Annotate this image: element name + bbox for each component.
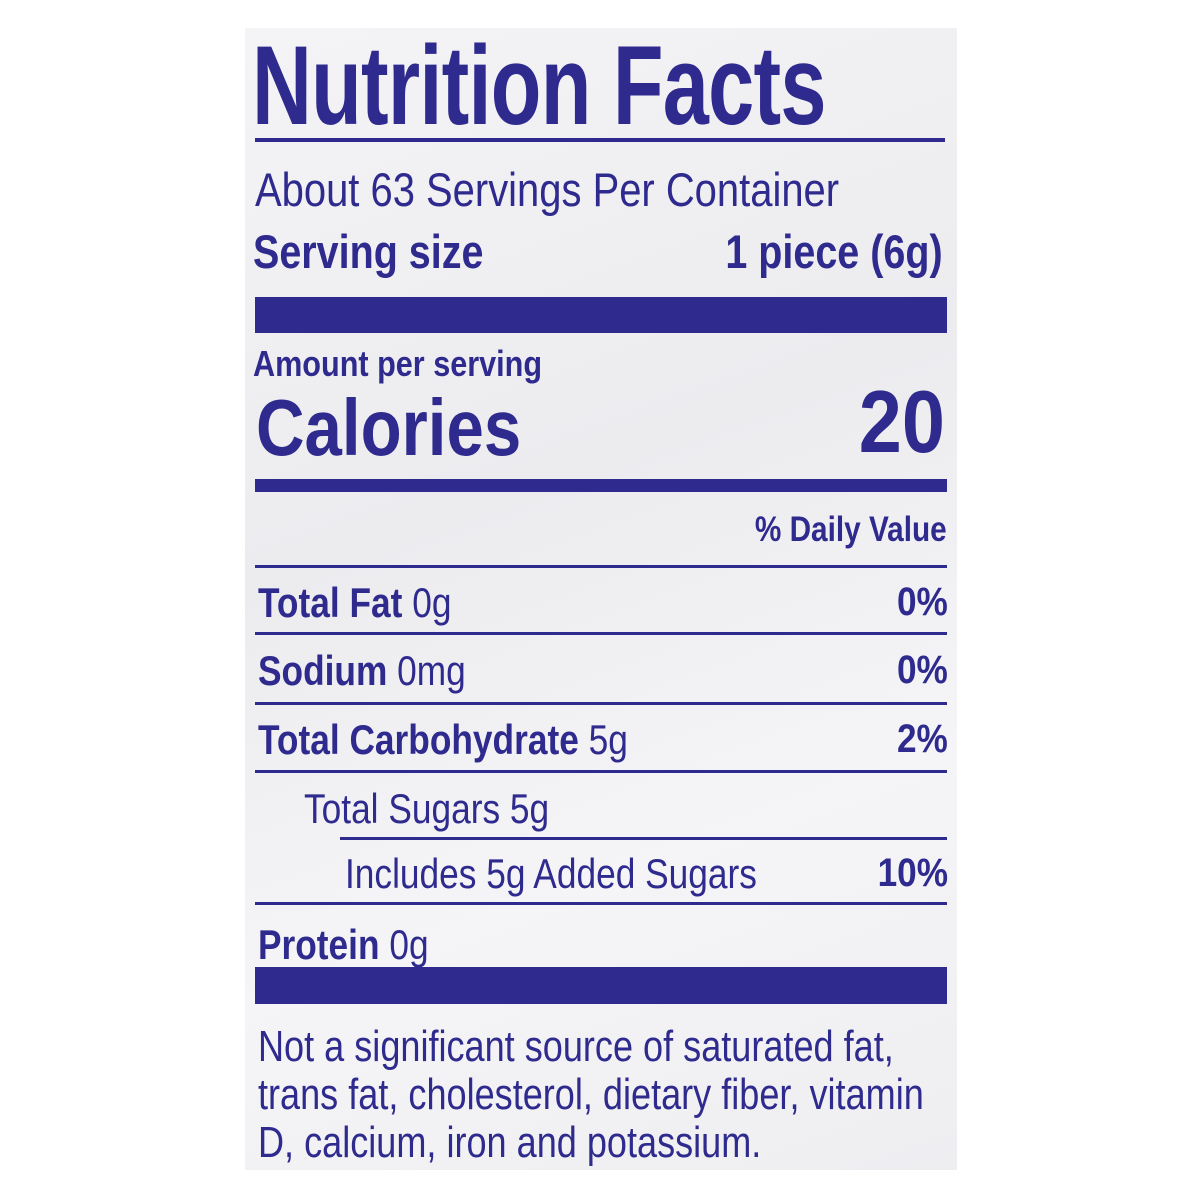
nutrient-amount: 0mg [397,647,466,694]
calories-label: Calories [256,383,522,472]
amount-per-serving: Amount per serving [253,343,543,384]
nutrient-name: Total Carbohydrate [258,716,579,763]
nutrient-dv: 0% [897,580,948,624]
nutrient-dv: 2% [897,717,948,761]
rule [255,770,947,773]
footnote-line: Not a significant source of saturated fa… [258,1022,894,1071]
rule [255,632,947,635]
serving-size-value: 1 piece (6g) [725,225,943,278]
label-title: Nutrition Facts [252,23,826,148]
nutrient-dv: 0% [897,648,948,692]
serving-size-label: Serving size [253,225,484,278]
nutrient-name: Total Fat [258,579,403,626]
nutrient-amount: 0g [389,921,429,968]
nutrient-name: Includes 5g Added Sugars [345,850,757,897]
calories-bar [255,479,947,492]
nutrient-amount: 5g [588,716,628,763]
servings-per-container: About 63 Servings Per Container [255,163,840,216]
nutrient-name: Protein [258,921,380,968]
nutrient-amount: 0g [412,579,452,626]
footnote-line: D, calcium, iron and potassium. [258,1118,762,1167]
rule [255,702,947,705]
rule [255,902,947,905]
title-rule [255,138,945,142]
nutrient-name: Sodium [258,647,388,694]
nutrient-dv: 10% [877,851,948,895]
rule [255,565,947,568]
daily-value-header: % Daily Value [755,510,947,549]
calories-value: 20 [858,372,945,471]
rule [340,837,947,840]
thick-bar-bottom [255,967,947,1004]
thick-bar-top [255,297,947,333]
footnote-line: trans fat, cholesterol, dietary fiber, v… [258,1070,924,1119]
nutrient-name: Total Sugars 5g [304,785,550,832]
